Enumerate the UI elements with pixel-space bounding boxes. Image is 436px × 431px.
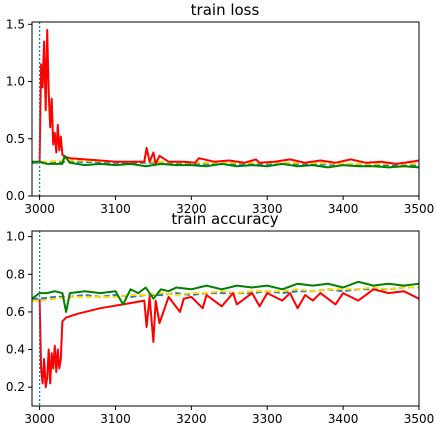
x-tick-label: 3300 [252,412,283,426]
x-tick-label: 3000 [24,412,55,426]
axes-frame [31,21,420,197]
axes-frame [31,230,420,407]
series-line-2 [38,288,419,389]
x-tick-label: 3100 [100,412,131,426]
y-tick-label: 1.0 [6,75,25,89]
series-line-0 [32,286,419,300]
y-tick-label: 0.5 [6,132,25,146]
x-tick-label: 3500 [404,202,435,216]
y-tick-label: 0.6 [6,305,25,319]
train-accuracy-chart: train accuracy 3000 3100 3200 3300 3400 3500 0… [6,210,434,426]
x-tick-label: 3200 [176,202,207,216]
series-line-3 [32,154,419,169]
x-tick-label: 3100 [100,202,131,216]
x-tick-label: 3400 [328,412,359,426]
series-line-0 [32,160,419,167]
plot-area [32,22,419,196]
plot-area [32,231,419,406]
y-tick-label: 0.0 [6,189,25,203]
series-line-3 [32,280,419,313]
y-tick-label: 1.0 [6,230,25,244]
y-tick-label: 1.5 [6,17,25,31]
y-tick-label: 0.4 [6,343,25,357]
x-tick-label: 3500 [404,412,435,426]
x-tick-label: 3200 [176,412,207,426]
y-tick-label: 0.2 [6,380,25,394]
x-tick-label: 3400 [328,202,359,216]
series-line-2 [38,29,419,165]
x-tick-label: 3300 [252,202,283,216]
chart-title: train loss [191,1,260,19]
chart-title: train accuracy [171,210,278,228]
x-tick-label: 3000 [24,202,55,216]
train-loss-chart: train loss 3000 3100 3200 3300 3400 3500 0.0 0.… [6,1,434,216]
series-line-1 [32,286,419,302]
y-tick-label: 0.8 [6,267,25,281]
